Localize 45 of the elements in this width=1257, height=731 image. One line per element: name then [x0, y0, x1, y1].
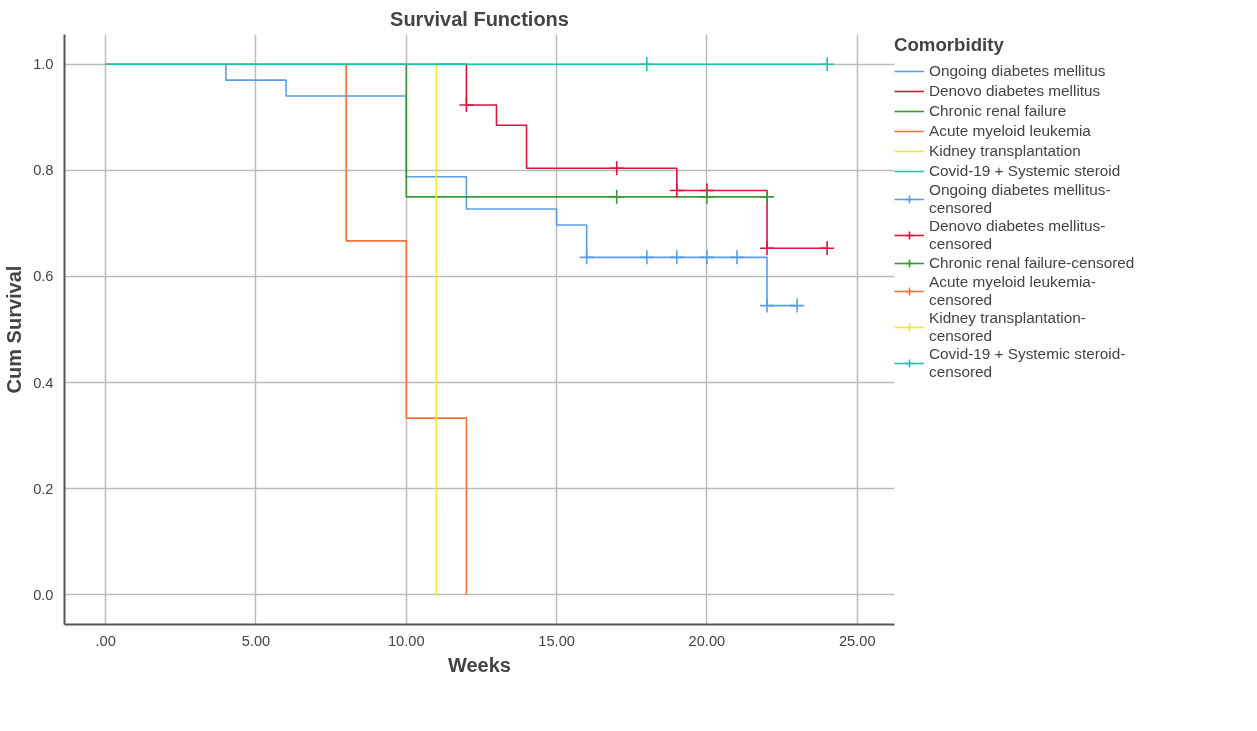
- x-tick-label: 5.00: [241, 632, 271, 649]
- x-tick-label: 25.00: [838, 632, 876, 649]
- point: [759, 297, 775, 314]
- legend-label: Denovo diabetes mellitus: [929, 82, 1101, 100]
- chart-title: Survival Functions: [390, 7, 569, 30]
- point: [819, 56, 835, 73]
- legend-label: Acute myeloid leukemia-censored: [929, 273, 1096, 309]
- legend-label: Covid-19 + Systemic steroid: [929, 162, 1121, 180]
- point: [759, 240, 775, 257]
- x-tick-label: 15.00: [538, 632, 575, 649]
- point: [578, 249, 595, 266]
- legend-title: Comorbidity: [894, 34, 1005, 56]
- y-tick-label: 0.4: [33, 374, 54, 391]
- legend-label: Chronic renal failure: [929, 102, 1067, 120]
- y-tick-label: 0.8: [33, 162, 54, 179]
- point: [759, 189, 775, 205]
- point: [638, 56, 655, 73]
- point: [638, 249, 655, 266]
- y-tick-label: 0.2: [33, 480, 54, 497]
- point: [608, 160, 625, 177]
- legend-label: Ongoing diabetes mellitus-censored: [929, 181, 1111, 217]
- x-tick-label: .00: [95, 632, 116, 649]
- legend-label: Chronic renal failure-censored: [929, 254, 1135, 272]
- point: [669, 249, 685, 266]
- x-tick-label: 20.00: [688, 632, 726, 649]
- y-tick-label: 0.0: [33, 586, 54, 603]
- point: [789, 297, 805, 314]
- y-tick-label: 0.6: [33, 268, 54, 285]
- legend-label: Denovo diabetes mellitus-censored: [929, 217, 1106, 253]
- legend-label: Ongoing diabetes mellitus: [929, 62, 1106, 80]
- point: [699, 249, 715, 266]
- point: [819, 240, 835, 257]
- legend-label: Acute myeloid leukemia: [929, 122, 1091, 140]
- legend-label: Kidney transplantation: [929, 142, 1081, 160]
- point: [458, 97, 475, 113]
- legend-label: Kidney transplantation-censored: [929, 309, 1086, 345]
- point: [669, 182, 685, 199]
- point: [608, 189, 625, 205]
- point: [699, 189, 715, 205]
- x-axis-title: Weeks: [448, 653, 512, 676]
- x-tick-label: 10.00: [387, 632, 425, 649]
- y-tick-label: 1.0: [33, 56, 54, 73]
- y-axis-title: Cum Survival: [3, 265, 26, 394]
- point: [729, 249, 745, 266]
- legend-label: Covid-19 + Systemic steroid-censored: [929, 345, 1126, 381]
